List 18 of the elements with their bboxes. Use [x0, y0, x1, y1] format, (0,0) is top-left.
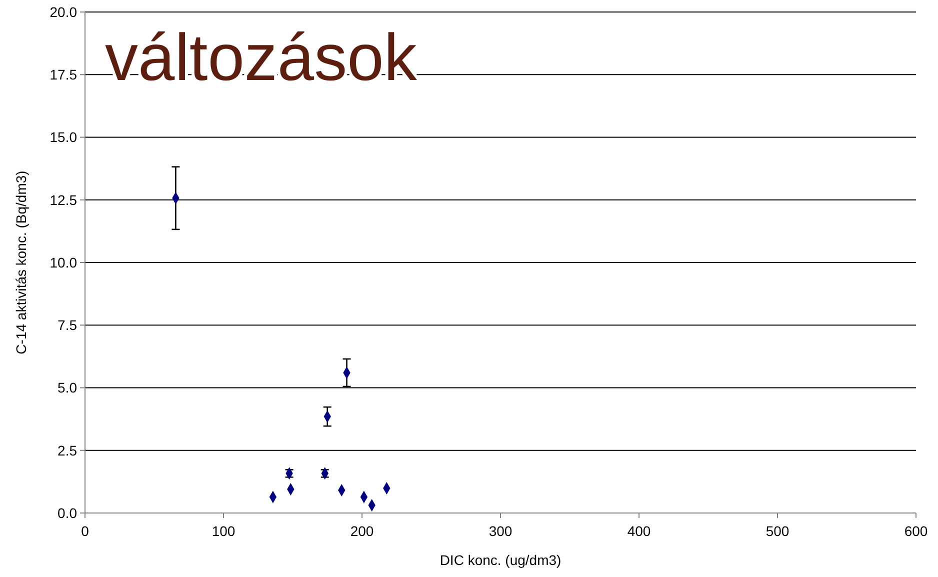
y-tick-label: 17.5 — [50, 66, 78, 83]
y-tick-label: 20.0 — [50, 4, 78, 20]
y-tick-label: 2.5 — [58, 442, 78, 458]
x-axis-title: DIC konc. (ug/dm3) — [440, 552, 562, 568]
x-tick-label: 300 — [488, 523, 512, 539]
y-tick-label: 0.0 — [58, 504, 78, 521]
x-tick-label: 200 — [350, 523, 374, 539]
y-tick-label: 7.5 — [58, 317, 78, 334]
x-tick-label: 400 — [627, 523, 651, 539]
x-tick-label: 0 — [81, 523, 90, 539]
x-tick-label: 100 — [212, 523, 236, 539]
x-tick-label: 600 — [904, 523, 928, 539]
y-tick-label: 10.0 — [50, 254, 78, 270]
y-axis-title: C-14 aktivitás konc. (Bq/dm3) — [13, 170, 29, 354]
y-tick-label: 12.5 — [50, 192, 78, 208]
x-tick-label: 500 — [766, 523, 790, 539]
y-tick-label: 5.0 — [58, 380, 78, 396]
y-tick-label: 15.0 — [50, 129, 78, 146]
